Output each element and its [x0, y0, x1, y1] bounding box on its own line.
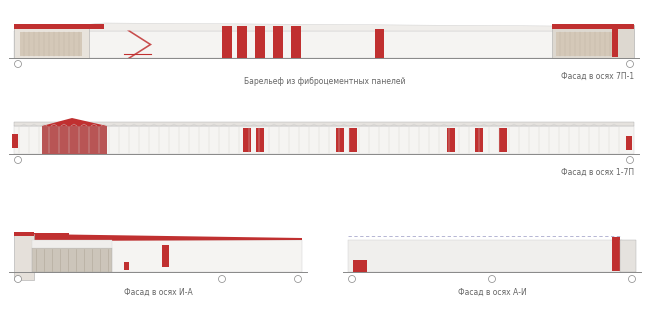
Bar — [620, 240, 636, 272]
Bar — [14, 27, 89, 58]
Bar — [14, 232, 34, 236]
Polygon shape — [32, 234, 302, 241]
Text: Фасад в осях 7П-1: Фасад в осях 7П-1 — [561, 72, 634, 81]
Bar — [14, 24, 104, 29]
Bar — [447, 128, 455, 152]
Bar — [14, 126, 634, 154]
Text: Фасад в осях А-И: Фасад в осях А-И — [458, 288, 526, 297]
Bar — [29, 233, 69, 237]
Bar — [32, 240, 112, 248]
Bar — [349, 128, 357, 152]
Bar — [237, 26, 247, 58]
Bar — [291, 26, 301, 58]
Circle shape — [627, 61, 634, 67]
Bar — [14, 234, 34, 280]
Bar — [32, 240, 302, 272]
Bar — [475, 128, 483, 152]
Bar — [353, 260, 367, 272]
Bar — [273, 26, 283, 58]
Polygon shape — [127, 31, 152, 58]
Bar — [162, 245, 169, 267]
Circle shape — [294, 275, 302, 283]
Circle shape — [348, 275, 356, 283]
Bar — [612, 237, 620, 271]
Circle shape — [218, 275, 226, 283]
Bar — [243, 128, 251, 152]
Circle shape — [627, 156, 634, 164]
Bar — [348, 240, 622, 272]
Text: Барельеф из фиброцементных панелей: Барельеф из фиброцементных панелей — [244, 77, 406, 85]
Polygon shape — [14, 23, 554, 31]
Text: Фасад в осях И-А: Фасад в осях И-А — [124, 288, 192, 297]
Bar — [556, 32, 614, 56]
Bar — [612, 27, 618, 57]
Bar — [32, 248, 112, 272]
Bar — [20, 32, 82, 56]
Bar — [255, 26, 265, 58]
Bar — [552, 25, 634, 58]
Circle shape — [14, 275, 21, 283]
Bar — [14, 31, 634, 58]
Circle shape — [489, 275, 495, 283]
Bar — [124, 262, 129, 270]
Circle shape — [629, 275, 636, 283]
Bar — [552, 24, 634, 29]
Polygon shape — [42, 118, 107, 126]
Bar — [375, 29, 384, 58]
Bar — [626, 136, 632, 150]
Circle shape — [14, 61, 21, 67]
Bar — [12, 134, 18, 148]
Circle shape — [14, 156, 21, 164]
Bar — [14, 122, 634, 126]
Bar — [499, 128, 507, 152]
Text: Фасад в осях 1-7П: Фасад в осях 1-7П — [561, 168, 634, 177]
Bar — [336, 128, 344, 152]
Bar — [222, 26, 232, 58]
Bar — [256, 128, 264, 152]
Bar — [42, 126, 107, 154]
